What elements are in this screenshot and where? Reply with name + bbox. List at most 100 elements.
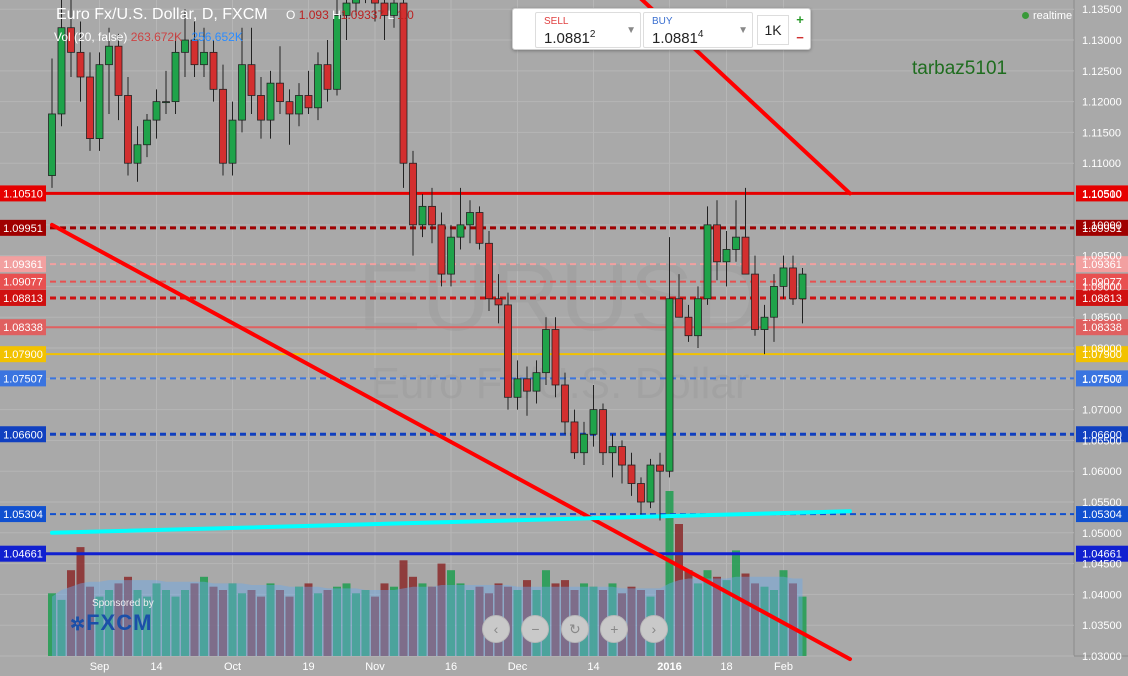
volume-bar xyxy=(304,583,313,656)
increase-quantity-button[interactable]: + xyxy=(796,12,804,27)
buy-button[interactable]: BUY 1.08814 ▼ xyxy=(643,12,753,48)
candle-body xyxy=(551,329,560,386)
price-axis: 1.10510 1.09951 1.09361 1.09077 1.08813 1.083… xyxy=(1076,4,1128,663)
volume-bar xyxy=(475,586,484,656)
level-label-left: 1.08338 xyxy=(3,322,43,334)
candle-body xyxy=(295,95,303,115)
volume-bar xyxy=(751,583,759,656)
candle-body xyxy=(76,51,85,78)
volume-bar xyxy=(627,586,636,656)
trade-panel: SELL 1.08812 ▼ BUY 1.08814 ▼ 1K + − xyxy=(512,8,811,50)
volume-bar xyxy=(314,593,322,656)
price-tick-label: 1.04000 xyxy=(1082,589,1122,601)
volume-label[interactable]: Vol (20, false) xyxy=(54,30,128,44)
decrease-quantity-button[interactable]: − xyxy=(796,30,804,45)
level-label-left: 1.04661 xyxy=(3,549,43,561)
candle-body xyxy=(314,64,322,109)
price-tick-label: 1.10000 xyxy=(1082,220,1122,232)
level-label-left-bg xyxy=(0,319,46,336)
price-tick-label: 1.09000 xyxy=(1082,281,1122,293)
volume-bar xyxy=(152,583,161,656)
time-tick-label: 16 xyxy=(445,661,457,673)
candle-body xyxy=(665,298,674,472)
volume-bar xyxy=(200,576,208,656)
candle-body xyxy=(627,464,636,484)
level-label-left: 1.09951 xyxy=(3,223,43,235)
level-label-left: 1.08813 xyxy=(3,293,43,305)
level-label-left: 1.09361 xyxy=(3,259,43,271)
level-label-left-bg xyxy=(0,273,46,290)
zoom-in-button[interactable]: + xyxy=(600,615,629,643)
status-dot-icon xyxy=(1022,12,1029,19)
candle-body xyxy=(703,224,712,300)
volume-bar xyxy=(371,596,379,656)
level-label-right: 1.07900 xyxy=(1082,349,1122,361)
zoom-out-button[interactable]: − xyxy=(521,615,550,643)
volume-bar xyxy=(789,583,797,656)
scroll-left-button[interactable]: ‹ xyxy=(482,615,510,643)
level-label-left: 1.07900 xyxy=(3,349,43,361)
candle-body xyxy=(323,64,332,90)
candle-body xyxy=(646,464,655,503)
reset-chart-button[interactable]: ↻ xyxy=(560,615,589,643)
candle-body xyxy=(171,51,180,103)
volume-bar xyxy=(285,596,294,656)
level-label-right-bg xyxy=(1076,219,1128,236)
level-label-right: 1.04661 xyxy=(1082,549,1122,561)
volume-bar xyxy=(722,580,731,656)
candle-body xyxy=(276,82,284,103)
candle-body xyxy=(437,224,446,275)
time-tick-label: Dec xyxy=(508,661,528,673)
volume-bar xyxy=(181,590,189,656)
volume-bar xyxy=(418,583,427,656)
volume-bar xyxy=(694,583,702,656)
symbol-title[interactable]: Euro Fx/U.S. Dollar, D, FXCM xyxy=(56,6,268,23)
volume-bar xyxy=(456,583,465,656)
candle-body xyxy=(114,45,123,96)
candle-body xyxy=(371,0,379,4)
price-tick-label: 1.13000 xyxy=(1082,35,1122,47)
candle-body xyxy=(751,273,759,330)
volume-bar xyxy=(779,570,788,656)
volume-bar xyxy=(228,583,237,656)
level-label-right: 1.07507 xyxy=(1082,373,1122,385)
candle-body xyxy=(209,51,218,90)
volume-bar xyxy=(675,524,683,656)
level-label-right-bg xyxy=(1076,319,1128,336)
volume-bar xyxy=(466,590,474,656)
horizontal-levels: 1.10510 1.09951 1.09361 1.09077 1.08813 1.083… xyxy=(0,185,1074,562)
time-tick-label: 14 xyxy=(150,661,162,673)
candle-body xyxy=(570,421,579,454)
level-label-left-bg xyxy=(0,289,46,306)
level-label-left-bg xyxy=(0,506,46,523)
volume-bar xyxy=(665,491,674,656)
volume-bar xyxy=(713,576,721,656)
volume-bar xyxy=(342,583,351,656)
time-tick-label: 2016 xyxy=(657,661,681,673)
volume-bar xyxy=(760,586,769,656)
volume-bar xyxy=(333,586,341,656)
level-label-right-bg xyxy=(1076,256,1128,273)
level-label-left: 1.07507 xyxy=(3,373,43,385)
sell-dropdown-icon[interactable]: ▼ xyxy=(626,25,636,36)
sell-button[interactable]: SELL 1.08812 ▼ xyxy=(535,12,641,48)
buy-dropdown-icon[interactable]: ▼ xyxy=(738,25,748,36)
candle-body xyxy=(466,212,474,226)
level-label-right: 1.08338 xyxy=(1082,322,1122,334)
candle-body xyxy=(561,384,569,423)
candle-body xyxy=(124,95,132,164)
candle-body xyxy=(285,101,294,115)
candlesticks xyxy=(48,0,807,521)
level-label-right: 1.09077 xyxy=(1082,277,1122,289)
scroll-right-button[interactable]: › xyxy=(639,615,668,643)
sponsor-logo[interactable]: ✲FXCM xyxy=(70,610,153,635)
candle-body xyxy=(380,2,389,16)
price-tick-label: 1.06500 xyxy=(1082,435,1122,447)
quantity-field[interactable]: 1K xyxy=(757,15,789,45)
sell-label: SELL xyxy=(544,16,569,27)
volume-bar xyxy=(143,596,151,656)
candle-body xyxy=(504,304,512,398)
level-label-right-bg xyxy=(1076,426,1128,443)
